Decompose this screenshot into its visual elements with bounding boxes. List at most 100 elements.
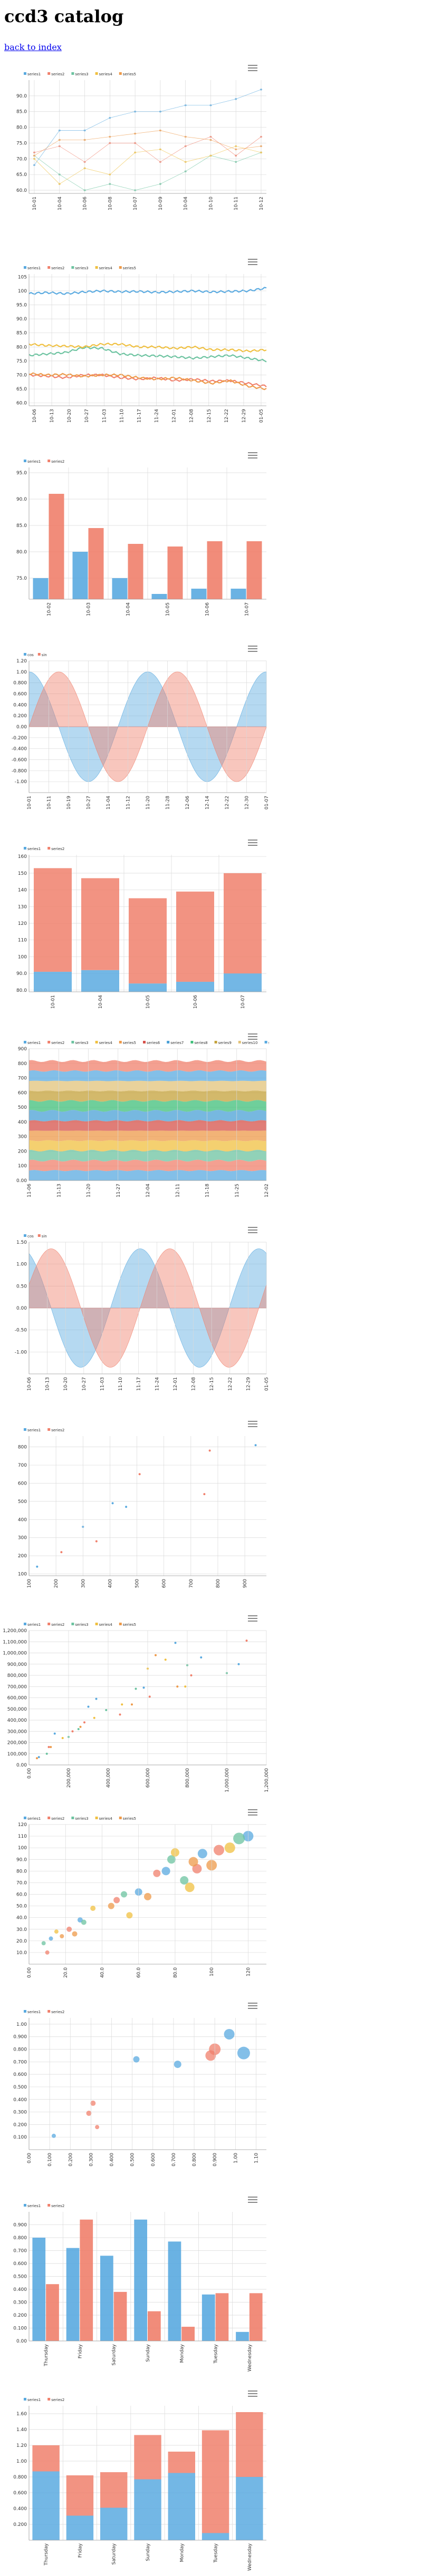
legend-swatch (24, 72, 26, 75)
bar-series2 (66, 2475, 94, 2516)
legend-label: series4 (99, 1817, 113, 1821)
y-tick-label: 900,000 (7, 1662, 27, 1667)
chart-menu-icon[interactable] (247, 644, 258, 653)
bar-series2 (81, 878, 119, 970)
chart-menu-icon[interactable] (247, 1419, 258, 1429)
legend-swatch (24, 266, 26, 269)
point-series5 (176, 1685, 179, 1688)
y-tick-label: 200 (18, 1554, 27, 1559)
x-tick-label: 12-22 (224, 409, 229, 423)
legend-label: cos (27, 1234, 34, 1238)
legend-swatch (119, 1041, 122, 1043)
x-tick-label: Saturday (112, 2344, 117, 2365)
x-tick-label: Monday (179, 2344, 185, 2363)
chart-c2: series1 series2 series3 series4 series5 60.0 6… (0, 257, 422, 442)
y-tick-label: 90.0 (16, 971, 27, 977)
chart-menu-icon[interactable] (247, 1032, 258, 1041)
plot-area (34, 868, 262, 992)
point-series1 (37, 1756, 40, 1759)
chart-menu-icon[interactable] (247, 257, 258, 267)
bar-series1 (224, 973, 262, 992)
legend-swatch (95, 1817, 98, 1819)
y-tick-label: -1.00 (15, 1350, 27, 1355)
x-tick-label: 0.400 (110, 2153, 115, 2167)
point-series2 (90, 2100, 96, 2106)
y-tick-label: 0.00 (16, 1306, 27, 1311)
chart-menu-icon[interactable] (247, 451, 258, 460)
chart-menu-icon[interactable] (247, 2001, 258, 2011)
plot-area (32, 2219, 263, 2341)
bar-series2 (167, 547, 183, 599)
x-tick-label: Wednesday (247, 2344, 253, 2372)
x-tick-label: 10-13 (45, 1377, 51, 1391)
chart-menu-icon[interactable] (247, 838, 258, 847)
x-tick-label: 11-27 (116, 1184, 121, 1197)
chart-menu-icon[interactable] (247, 63, 258, 73)
point-series2 (138, 1473, 141, 1476)
chart-menu-icon[interactable] (247, 2389, 258, 2398)
point-series2 (119, 1713, 121, 1716)
x-tick-label: Wednesday (247, 2543, 253, 2571)
y-tick-label: -0.800 (12, 768, 27, 774)
point-series1 (36, 1565, 39, 1568)
chart-menu-icon[interactable] (247, 1808, 258, 1817)
legend-swatch (24, 460, 26, 462)
bar-series1 (236, 2477, 263, 2540)
legend-label: series3 (75, 266, 88, 270)
point-series1 (125, 1506, 128, 1508)
y-tick-label: 400 (18, 1120, 27, 1125)
y-tick-label: 100,000 (7, 1752, 27, 1757)
y-tick-label: 0.400 (13, 2097, 27, 2103)
point-series4 (164, 1658, 167, 1661)
bar-series1 (129, 983, 167, 992)
x-tick-label: 400 (108, 1579, 113, 1588)
legend-swatch (47, 847, 51, 850)
chart-menu-icon[interactable] (247, 1614, 258, 1623)
plot-area (28, 1248, 267, 1368)
bar-series2 (129, 898, 167, 984)
legend-swatch (95, 266, 98, 269)
x-tick-label: 12-01 (172, 409, 177, 423)
chart-menu-icon[interactable] (247, 1225, 258, 1235)
point-series3 (167, 1855, 176, 1864)
y-tick-label: 800 (18, 1445, 27, 1450)
y-tick-label: -0.400 (12, 747, 27, 752)
legend-label: series3 (75, 1623, 88, 1627)
x-tick-label: 11-17 (137, 409, 142, 423)
legend-swatch (47, 460, 51, 462)
x-tick-label: 10-09 (158, 197, 164, 210)
series-line-series1 (34, 89, 262, 165)
back-to-index-link[interactable]: back to index (4, 42, 62, 52)
y-tick-label: 0.50 (16, 1284, 27, 1289)
x-tick-label: 12-22 (225, 796, 230, 809)
y-tick-label: 80.0 (16, 988, 27, 993)
point-series3 (233, 1832, 245, 1845)
x-tick-label: 100 (27, 1579, 32, 1588)
chart-c12: series1 series2 0.00 0.100 0.200 0.300 0.400 0.… (0, 2195, 422, 2377)
legend-label: series1 (27, 72, 41, 76)
x-tick-label: 11-17 (137, 1377, 142, 1391)
bar-series1 (100, 2507, 128, 2540)
x-tick-label: 10-02 (47, 602, 52, 616)
point-series1 (224, 2028, 235, 2040)
y-tick-label: 75.0 (16, 359, 27, 364)
chart-svg: cos sin -1.00 -0.800 -0.600 -0.400 -0.200 0.00 0… (12, 653, 269, 809)
y-tick-label: -1.00 (15, 779, 27, 785)
x-tick-label: 100 (209, 1967, 215, 1976)
chart-menu-icon[interactable] (247, 2195, 258, 2204)
x-tick-label: 10-04 (184, 197, 189, 210)
point-series4 (224, 1842, 235, 1853)
chart-c10: series1 series2 series3 series4 series5 10.0 2… (0, 1808, 422, 2000)
bar-series1 (168, 2241, 181, 2341)
x-tick-label: 1.00 (233, 2153, 238, 2163)
point-series2 (95, 1540, 98, 1543)
y-tick-label: 100 (18, 1572, 27, 1577)
point-series1 (87, 1705, 90, 1708)
x-tick-label: 11-06 (27, 1184, 32, 1197)
x-tick-label: 11-28 (166, 796, 171, 809)
point-series4 (126, 1912, 133, 1919)
bar-series1 (134, 2219, 147, 2341)
chart-c13: series1 series2 0.200 0.400 0.600 0.800 1.00 1.… (0, 2389, 422, 2576)
point-series4 (185, 1882, 195, 1892)
y-tick-label: 0.600 (13, 692, 27, 697)
